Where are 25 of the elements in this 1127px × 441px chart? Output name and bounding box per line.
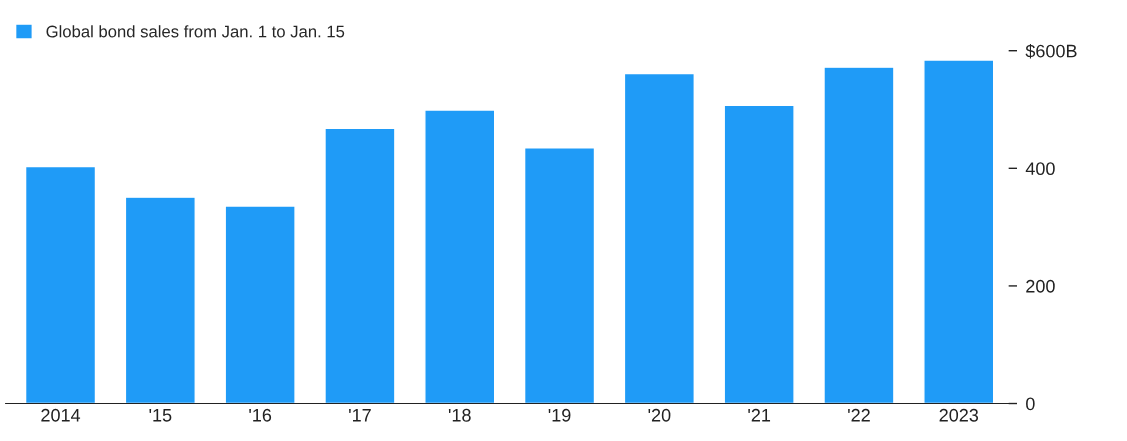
x-tick-label: 2023	[939, 408, 979, 422]
y-tick-label: 400	[1025, 162, 1055, 176]
bar	[124, 196, 196, 404]
x-tick-label: '17	[349, 409, 371, 422]
bar	[24, 165, 97, 404]
x-tick-label: '21	[748, 408, 771, 422]
bar	[424, 109, 496, 404]
bar	[224, 205, 296, 404]
bar	[723, 104, 795, 404]
x-tick-label: '20	[648, 408, 671, 422]
bar	[623, 72, 695, 404]
x-tick-label: '19	[548, 408, 571, 422]
y-tick-label: $600B	[1025, 43, 1077, 59]
x-tick-label: 2014	[41, 408, 81, 422]
x-tick-label: '18	[448, 408, 471, 422]
bar	[823, 66, 895, 404]
y-tick-label: 200	[1026, 279, 1055, 293]
legend-label: Global bond sales from Jan. 1 to Jan. 15	[46, 25, 345, 38]
y-tick-label: 0	[1026, 397, 1035, 411]
bar	[324, 127, 396, 404]
x-tick-label: '15	[149, 409, 172, 422]
x-tick-label: '22	[848, 408, 870, 422]
x-tick-label: '16	[249, 408, 272, 422]
bar	[923, 59, 995, 404]
bar	[523, 147, 596, 404]
